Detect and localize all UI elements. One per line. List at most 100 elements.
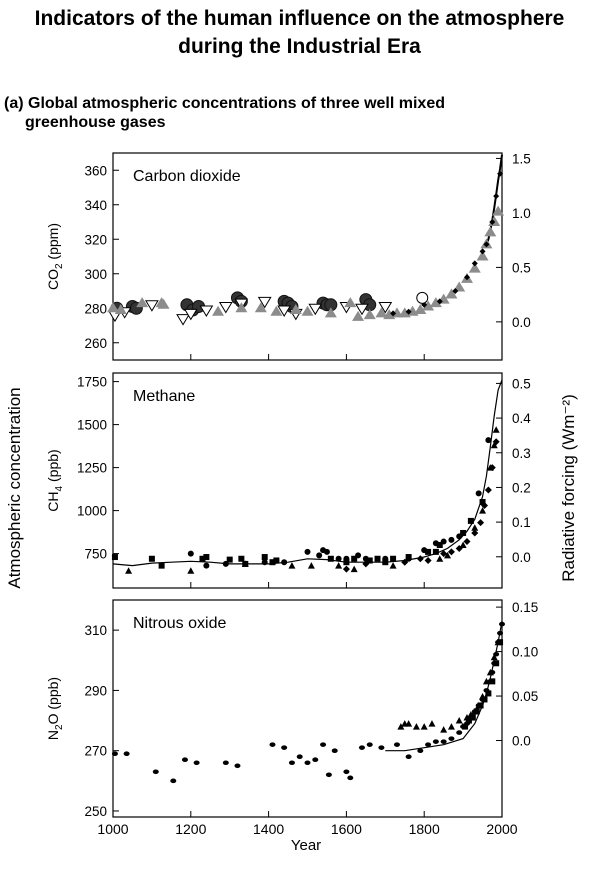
x-tick-label: 1600 <box>331 821 362 837</box>
data-point <box>187 567 195 574</box>
right-tick-label: 1.5 <box>512 151 531 166</box>
y-axis-label: CH4 (ppb) <box>45 449 65 511</box>
data-point <box>241 560 249 567</box>
data-point <box>486 668 494 676</box>
data-point <box>199 555 206 562</box>
data-point <box>212 305 225 316</box>
right-tick-label: 0.0 <box>512 550 531 565</box>
plot-frame <box>112 599 503 818</box>
data-point <box>289 303 302 314</box>
data-point <box>428 720 436 727</box>
data-point <box>481 696 488 703</box>
right-tick-label: 0.5 <box>512 376 531 391</box>
data-point <box>492 438 500 446</box>
data-point <box>482 677 490 685</box>
data-point <box>422 300 435 311</box>
data-point <box>473 708 480 715</box>
data-point <box>477 519 485 527</box>
data-point <box>312 757 319 763</box>
data-point <box>397 723 405 730</box>
y-tick-label: 300 <box>84 267 107 282</box>
data-point <box>343 559 350 566</box>
data-point <box>432 540 439 547</box>
data-point <box>462 723 469 730</box>
data-point <box>157 298 170 309</box>
y-tick-label: 270 <box>84 744 107 759</box>
data-point <box>440 739 447 744</box>
panel-subtitle-line2: greenhouse gases <box>25 114 166 131</box>
data-point <box>448 736 455 741</box>
data-point <box>477 702 484 709</box>
data-point <box>203 554 210 561</box>
right-tick-label: 0.05 <box>512 689 538 704</box>
data-point <box>490 441 498 449</box>
plot-frame <box>112 152 503 361</box>
data-point <box>489 219 496 225</box>
x-tick-label: 1200 <box>175 821 206 837</box>
data-point <box>429 297 442 308</box>
data-point <box>148 555 155 562</box>
data-point <box>440 538 447 545</box>
data-point <box>187 550 194 557</box>
data-point <box>335 555 342 562</box>
y-tick-label: 280 <box>84 301 107 316</box>
data-point <box>375 307 388 318</box>
data-point <box>296 754 303 760</box>
chart-title-line2: during the Industrial Era <box>178 35 421 58</box>
data-point <box>343 769 350 775</box>
right-tick-label: 0.10 <box>512 645 538 660</box>
y-tick-label: 340 <box>84 198 107 213</box>
x-tick-label: 1000 <box>97 821 128 837</box>
data-point <box>304 760 311 766</box>
data-point <box>257 296 272 309</box>
data-point <box>471 524 479 531</box>
data-point <box>222 760 229 766</box>
data-point <box>378 302 393 314</box>
data-point <box>405 555 412 562</box>
data-point <box>347 775 354 781</box>
data-point <box>238 555 245 562</box>
data-point <box>479 507 487 514</box>
data-point <box>416 291 429 304</box>
data-point <box>455 544 463 552</box>
data-point <box>436 298 443 305</box>
x-axis-label: Year <box>291 837 321 854</box>
data-point <box>288 760 295 766</box>
data-point <box>479 248 486 255</box>
data-point <box>382 559 389 566</box>
data-point <box>493 660 500 667</box>
data-point <box>497 170 504 177</box>
data-point <box>436 555 444 562</box>
data-point <box>261 554 268 561</box>
data-point <box>183 308 198 321</box>
data-point <box>401 558 409 566</box>
data-point <box>222 560 229 567</box>
data-point <box>235 302 248 313</box>
data-point <box>107 302 119 313</box>
data-point <box>499 621 505 627</box>
data-point <box>269 559 276 566</box>
data-point <box>412 723 420 730</box>
panel-2: Methane 750 1000 1250 1500 1750 0.0 0.1 0.2 0.3 0.… <box>45 372 531 589</box>
data-point <box>390 555 397 562</box>
data-point <box>417 748 424 753</box>
data-point <box>335 562 343 569</box>
y-tick-label: 260 <box>84 336 107 351</box>
plot-frame <box>112 372 503 589</box>
data-point <box>362 560 370 568</box>
data-point <box>158 562 165 569</box>
data-point <box>432 739 439 744</box>
data-point <box>459 541 467 548</box>
right-axis-label: Radiative forcing (Wm⁻²) <box>559 394 578 582</box>
y-tick-label: 320 <box>84 232 107 247</box>
panel-title: Carbon dioxide <box>133 168 241 185</box>
data-point <box>366 557 373 564</box>
data-point <box>269 742 276 747</box>
data-point <box>456 533 463 540</box>
y-tick-label: 1500 <box>77 418 107 433</box>
data-point <box>343 555 350 562</box>
data-point <box>111 751 118 757</box>
data-point <box>424 556 432 564</box>
data-point <box>325 772 332 778</box>
